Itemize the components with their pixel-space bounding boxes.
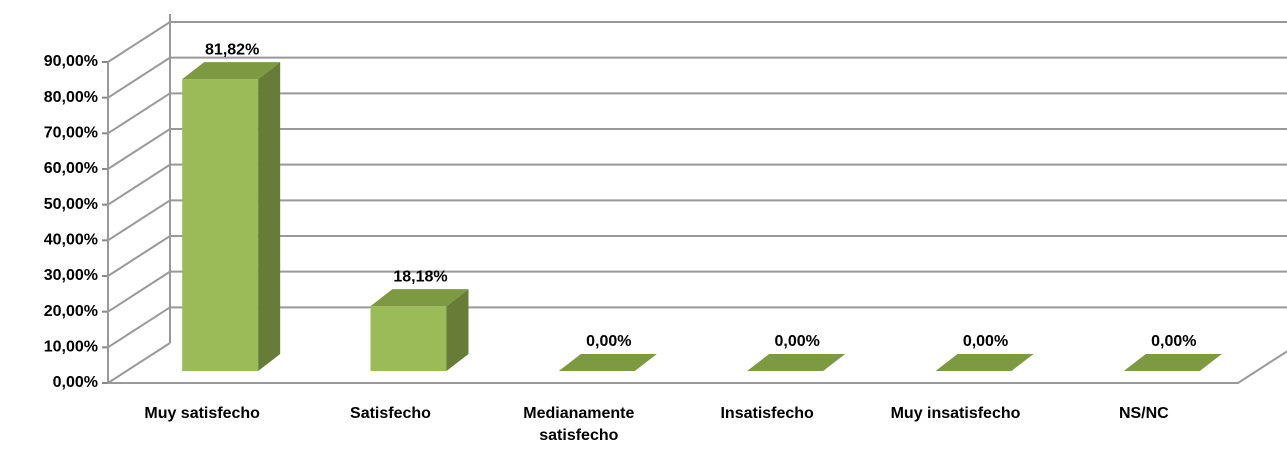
y-tick-label: 50,00% — [44, 196, 98, 213]
x-tick-label: Medianamente satisfecho — [523, 405, 635, 444]
bar-top — [182, 62, 281, 80]
bar-side — [446, 289, 469, 371]
grid-line — [107, 306, 1287, 349]
floor-edge — [107, 342, 171, 384]
bar — [935, 354, 1034, 371]
bar-front — [370, 306, 447, 371]
x-tick-label: Satisfecho — [350, 405, 431, 422]
bar-front — [182, 79, 259, 372]
bar — [558, 354, 657, 371]
y-tick-label: 20,00% — [44, 303, 98, 320]
grid-line — [107, 199, 1287, 242]
y-tick-label: 80,00% — [44, 89, 98, 106]
bar — [747, 354, 846, 371]
data-label: 0,00% — [1151, 333, 1196, 350]
bar — [1123, 354, 1222, 371]
bar-top — [747, 354, 846, 371]
bar — [370, 289, 469, 371]
grid-line — [107, 270, 1287, 313]
y-tick-label: 40,00% — [44, 232, 98, 249]
y-tick-label: 70,00% — [44, 125, 98, 142]
y-tick-label: 30,00% — [44, 267, 98, 284]
data-label: 0,00% — [586, 333, 631, 350]
bar-top — [1123, 354, 1222, 371]
grid-line — [107, 235, 1287, 277]
grid-line — [107, 56, 1287, 99]
data-label: 81,82% — [205, 41, 259, 58]
bar-top — [558, 354, 657, 371]
y-tick-label: 0,00% — [53, 374, 98, 391]
bar — [182, 62, 281, 372]
bar-top — [370, 289, 469, 307]
x-tick-label: Muy insatisfecho — [890, 405, 1021, 422]
grid-line — [107, 21, 1287, 63]
floor-line — [108, 350, 1287, 384]
y-tick-label: 10,00% — [44, 339, 98, 356]
grid-line — [107, 92, 1287, 135]
grid-line — [107, 128, 1287, 170]
y-tick-label: 60,00% — [44, 160, 98, 177]
grid-line — [107, 163, 1287, 206]
bar-top — [935, 354, 1034, 371]
data-label: 0,00% — [963, 333, 1008, 350]
y-tick-label: 90,00% — [44, 53, 98, 70]
x-tick-label: Insatisfecho — [720, 405, 814, 422]
data-label: 18,18% — [393, 268, 447, 285]
bar-side — [258, 62, 281, 372]
data-label: 0,00% — [774, 333, 819, 350]
x-tick-label: NS/NC — [1118, 405, 1169, 422]
x-tick-label: Muy satisfecho — [144, 405, 260, 422]
